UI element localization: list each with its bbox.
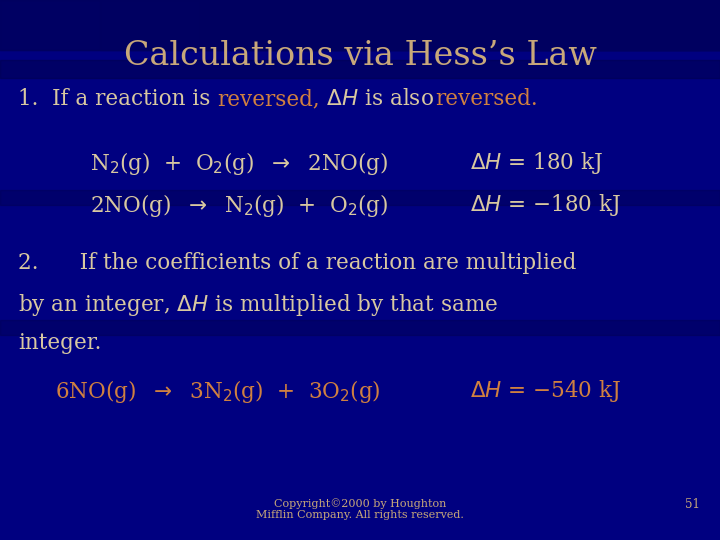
Text: 1.  If a reaction is: 1. If a reaction is <box>18 88 217 110</box>
Polygon shape <box>400 0 720 50</box>
Polygon shape <box>300 0 720 50</box>
Text: 6NO(g)  $\rightarrow$  3N$_2$(g)  +  3O$_2$(g): 6NO(g) $\rightarrow$ 3N$_2$(g) + 3O$_2$(… <box>55 378 381 405</box>
Polygon shape <box>0 0 720 50</box>
Text: 51: 51 <box>685 498 700 511</box>
Text: reversed.: reversed. <box>435 88 537 110</box>
Text: 2NO(g)  $\rightarrow$  N$_2$(g)  +  O$_2$(g): 2NO(g) $\rightarrow$ N$_2$(g) + O$_2$(g) <box>90 192 388 219</box>
Polygon shape <box>200 0 720 50</box>
Polygon shape <box>100 0 720 50</box>
Text: N$_2$(g)  +  O$_2$(g)  $\rightarrow$  2NO(g): N$_2$(g) + O$_2$(g) $\rightarrow$ 2NO(g) <box>90 150 388 177</box>
Text: $\Delta\mathit{H}$ is also: $\Delta\mathit{H}$ is also <box>320 88 435 110</box>
Polygon shape <box>0 0 600 50</box>
Polygon shape <box>600 0 720 50</box>
Text: Copyright©2000 by Houghton
Mifflin Company. All rights reserved.: Copyright©2000 by Houghton Mifflin Compa… <box>256 498 464 521</box>
Text: 2.      If the coefficients of a reaction are multiplied: 2. If the coefficients of a reaction are… <box>18 252 577 274</box>
Text: $\Delta\mathit{H}$ = 180 kJ: $\Delta\mathit{H}$ = 180 kJ <box>470 150 603 176</box>
Polygon shape <box>500 0 720 50</box>
Polygon shape <box>0 0 700 50</box>
Text: $\Delta\mathit{H}$ = $-$180 kJ: $\Delta\mathit{H}$ = $-$180 kJ <box>470 192 621 218</box>
Text: integer.: integer. <box>18 332 102 354</box>
Text: reversed,: reversed, <box>217 88 320 110</box>
Text: $\Delta\mathit{H}$ = $-$540 kJ: $\Delta\mathit{H}$ = $-$540 kJ <box>470 378 621 404</box>
Text: Calculations via Hess’s Law: Calculations via Hess’s Law <box>124 40 596 72</box>
Text: by an integer, $\Delta\mathit{H}$ is multiplied by that same: by an integer, $\Delta\mathit{H}$ is mul… <box>18 292 498 318</box>
